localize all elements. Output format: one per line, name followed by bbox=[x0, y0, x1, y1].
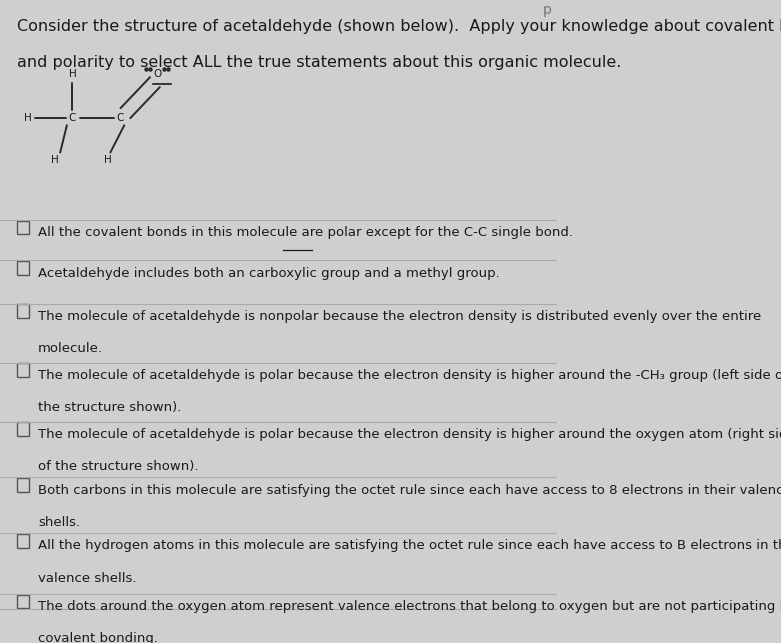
Text: H: H bbox=[104, 155, 112, 165]
Text: and polarity to select ALL the true statements about this organic molecule.: and polarity to select ALL the true stat… bbox=[16, 55, 621, 69]
Text: H: H bbox=[69, 69, 77, 80]
Text: Acetaldehyde includes both an carboxylic group and a methyl group.: Acetaldehyde includes both an carboxylic… bbox=[38, 267, 500, 280]
Text: H: H bbox=[24, 113, 32, 123]
Text: p: p bbox=[543, 3, 551, 17]
Text: H: H bbox=[51, 155, 59, 165]
Text: The molecule of acetaldehyde is polar because the electron density is higher aro: The molecule of acetaldehyde is polar be… bbox=[38, 428, 781, 441]
Text: The molecule of acetaldehyde is nonpolar because the electron density is distrib: The molecule of acetaldehyde is nonpolar… bbox=[38, 310, 761, 323]
Text: The molecule of acetaldehyde is polar because the electron density is higher aro: The molecule of acetaldehyde is polar be… bbox=[38, 369, 781, 382]
Text: covalent bonding.: covalent bonding. bbox=[38, 633, 158, 643]
Text: C: C bbox=[116, 113, 123, 123]
Text: C: C bbox=[69, 113, 76, 123]
Text: of the structure shown).: of the structure shown). bbox=[38, 460, 198, 473]
Text: the structure shown).: the structure shown). bbox=[38, 401, 181, 414]
Text: All the covalent bonds in this molecule are polar except for the C-C single bond: All the covalent bonds in this molecule … bbox=[38, 226, 573, 239]
Text: The dots around the oxygen atom represent valence electrons that belong to oxyge: The dots around the oxygen atom represen… bbox=[38, 601, 781, 613]
Text: shells.: shells. bbox=[38, 516, 80, 529]
Text: molecule.: molecule. bbox=[38, 342, 103, 356]
Text: O: O bbox=[153, 69, 161, 80]
Text: valence shells.: valence shells. bbox=[38, 572, 137, 584]
Text: All the hydrogen atoms in this molecule are satisfying the octet rule since each: All the hydrogen atoms in this molecule … bbox=[38, 539, 781, 552]
Text: Both carbons in this molecule are satisfying the octet rule since each have acce: Both carbons in this molecule are satisf… bbox=[38, 484, 781, 496]
Text: Consider the structure of acetaldehyde (shown below).  Apply your knowledge abou: Consider the structure of acetaldehyde (… bbox=[16, 19, 781, 33]
